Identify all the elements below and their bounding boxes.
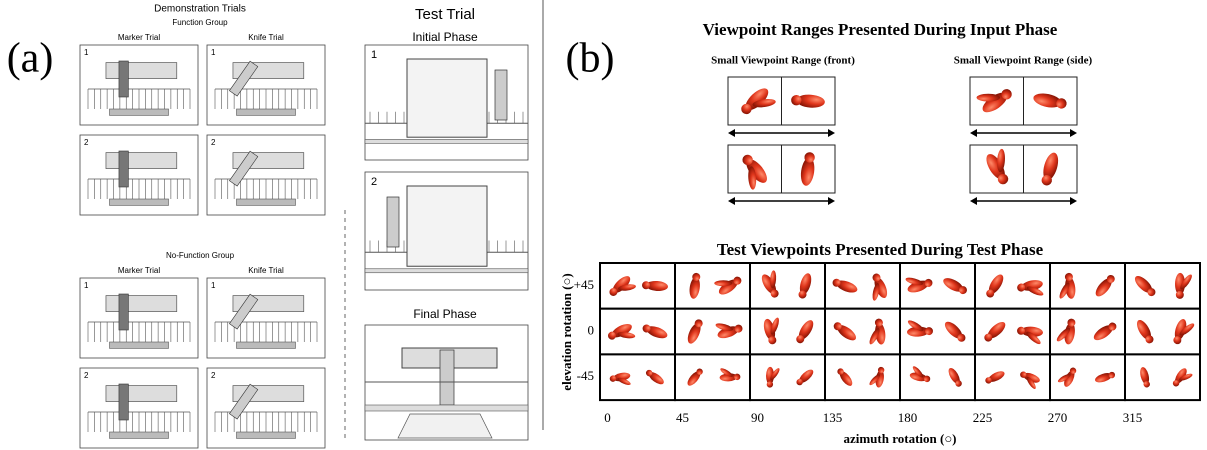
stimulus-arm [714,280,732,286]
base [110,432,169,438]
floor [365,269,528,273]
axis-title: azimuth rotation (○) [843,431,956,446]
base [110,109,169,115]
group-title: Function Group [172,18,228,27]
view-cell [825,354,900,400]
base [237,199,296,205]
column-title: Knife Trial [248,266,284,275]
base [237,342,296,348]
step-number: 2 [211,371,216,380]
range-title: Small Viewpoint Range (side) [954,55,1093,67]
view-cell [750,309,825,355]
occluder [407,59,487,137]
view-cell [750,263,825,309]
figure: (a) Demonstration Trials Function Group Mar… [0,0,1207,450]
phase-title: Final Phase [413,307,477,321]
view-cell [1050,263,1125,309]
step-number: 2 [211,138,216,147]
step-number: 2 [84,138,89,147]
view-cell [975,354,1050,400]
column-label: 180 [898,410,918,425]
column-label: 45 [676,410,689,425]
tool [119,294,128,330]
base [237,109,296,115]
row-label: +45 [574,277,594,292]
row-label: -45 [577,368,594,383]
knife [440,350,454,405]
column-label: 90 [751,410,764,425]
panel-label: (a) [7,36,54,82]
column-label: 225 [973,410,993,425]
step-number: 1 [211,48,216,57]
base [237,432,296,438]
base [110,342,169,348]
tool [119,384,128,420]
floor [365,139,528,143]
group-title: No-Function Group [166,251,235,260]
step-number: 1 [211,281,216,290]
step-number: 1 [84,281,89,290]
test-title: Test Trial [415,6,475,23]
row-label: 0 [588,323,595,338]
box-prop [106,63,177,79]
column-label: 135 [823,410,843,425]
view-cell [1125,263,1200,309]
knife [495,70,507,120]
tool [119,151,128,187]
section-title: Test Viewpoints Presented During Test Ph… [717,240,1044,259]
demo-title: Demonstration Trials [154,4,246,15]
range-title: Small Viewpoint Range (front) [711,55,855,67]
phase-title: Initial Phase [412,30,478,44]
column-label: 270 [1048,410,1068,425]
step-number: 1 [371,49,377,61]
step-number: 2 [371,176,377,188]
knife [387,197,399,247]
tool [119,61,128,97]
column-label: 315 [1123,410,1143,425]
occluder [407,186,487,266]
stand [398,414,492,438]
base [110,199,169,205]
section-title: Viewpoint Ranges Presented During Input … [703,20,1058,39]
box-prop [106,296,177,312]
column-title: Marker Trial [118,33,160,42]
axis-title: elevation rotation (○) [559,273,574,390]
view-cell [750,354,825,400]
column-label: 0 [604,410,611,425]
stimulus-arm [977,94,1000,102]
box-prop [106,153,177,169]
box-prop [106,386,177,402]
view-cell [1050,309,1125,355]
column-title: Marker Trial [118,266,160,275]
view-cell [825,309,900,355]
step-number: 1 [84,48,89,57]
step-number: 2 [84,371,89,380]
column-title: Knife Trial [248,33,284,42]
view-cell [675,263,750,309]
floor [365,405,528,411]
panel-label: (b) [566,36,615,82]
